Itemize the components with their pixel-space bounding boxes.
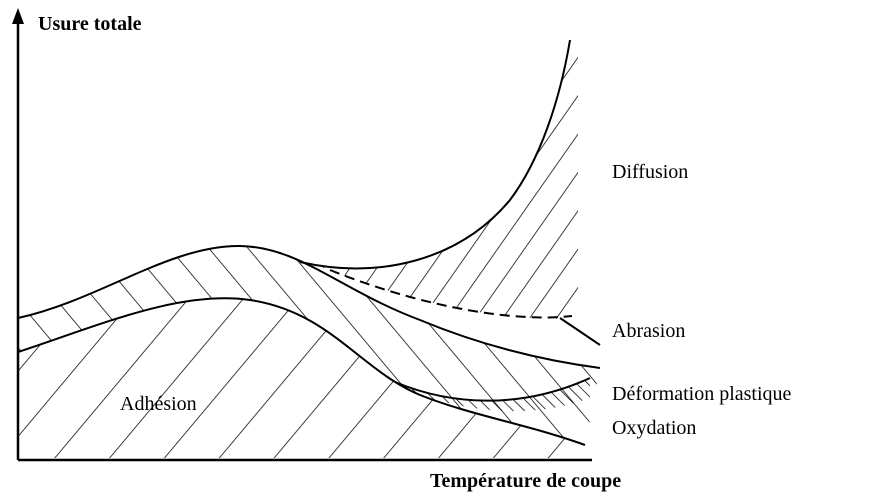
diffusion-curve bbox=[299, 39, 571, 270]
x-label: Température de coupe bbox=[430, 470, 621, 492]
abrasion-curve bbox=[17, 244, 601, 369]
y-label: Usure totale bbox=[38, 13, 142, 35]
adhesion-curve bbox=[17, 297, 586, 446]
abrasion-region bbox=[18, 245, 600, 445]
adhesion-region bbox=[18, 298, 585, 458]
deformation-curve bbox=[394, 377, 591, 402]
y-arrow bbox=[12, 8, 24, 24]
region-label: Déformation plastique bbox=[612, 383, 792, 405]
dashed-boundary bbox=[329, 269, 573, 319]
region-label: Adhésion bbox=[120, 393, 197, 415]
region-label: Diffusion bbox=[612, 161, 688, 183]
region-label: Abrasion bbox=[612, 320, 685, 342]
diffusion-region bbox=[300, 40, 578, 319]
pointer bbox=[559, 317, 601, 346]
deformation-region bbox=[395, 378, 590, 412]
region-label: Oxydation bbox=[612, 417, 696, 439]
